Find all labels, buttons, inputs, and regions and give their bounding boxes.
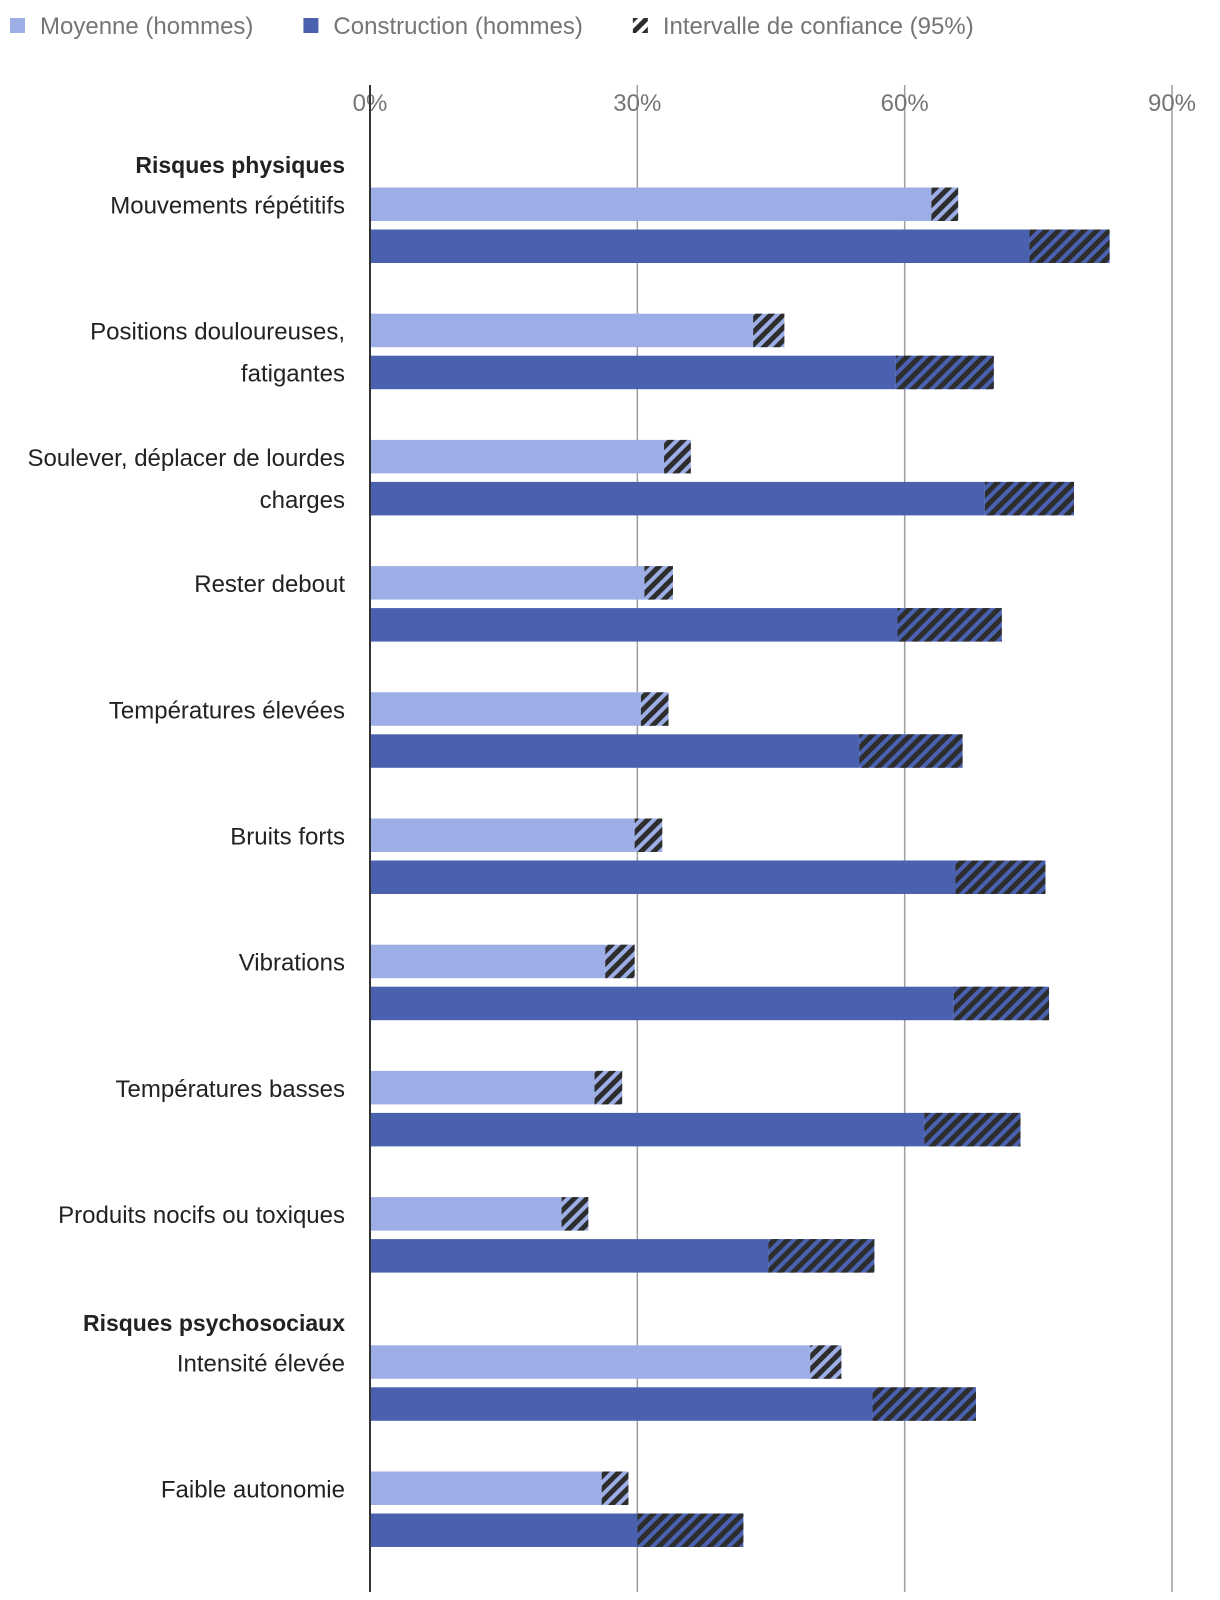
row-label-vibrations: Vibrations bbox=[239, 950, 345, 977]
row-label-rester-debout: Rester debout bbox=[194, 571, 345, 598]
legend-swatch-avg bbox=[10, 18, 25, 33]
positions-douloureuses-fatigantes-construction-bar bbox=[370, 355, 896, 390]
row-label-soulever-deplacer-de-lourdes-charges-2: charges bbox=[260, 487, 345, 514]
row-label-positions-douloureuses-fatigantes-1: Positions douloureuses, bbox=[90, 319, 345, 346]
soulever-deplacer-de-lourdes-charges-moyenne-bar bbox=[370, 439, 665, 474]
rester-debout-construction-bar bbox=[370, 608, 898, 642]
vibrations-construction-bar bbox=[370, 986, 954, 1021]
temperatures-basses-moyenne-bar bbox=[370, 1070, 595, 1105]
temperatures-basses-construction-bar bbox=[370, 1112, 925, 1147]
legend-label-ci: Intervalle de confiance (95%) bbox=[663, 13, 974, 40]
produits-nocifs-ou-toxiques-construction-bar bbox=[370, 1239, 769, 1273]
produits-nocifs-ou-toxiques-construction-ci bbox=[768, 1239, 875, 1273]
row-label-temperatures-basses: Températures basses bbox=[116, 1076, 345, 1103]
row-label-faible-autonomie: Faible autonomie bbox=[161, 1477, 345, 1504]
positions-douloureuses-fatigantes-construction-ci bbox=[895, 355, 994, 390]
produits-nocifs-ou-toxiques-moyenne-bar bbox=[370, 1197, 562, 1231]
legend-label-con: Construction (hommes) bbox=[333, 13, 582, 40]
rester-debout-construction-ci bbox=[897, 608, 1002, 642]
vibrations-moyenne-ci bbox=[605, 944, 635, 979]
x-tick-label-90: 90% bbox=[1148, 90, 1196, 117]
group-label-risques-physiques: Risques physiques bbox=[135, 152, 345, 178]
mouvements-repetitifs-moyenne-ci bbox=[931, 187, 959, 221]
bruits-forts-moyenne-bar bbox=[370, 818, 635, 852]
temperatures-elevees-construction-ci bbox=[859, 734, 963, 768]
positions-douloureuses-fatigantes-moyenne-bar bbox=[370, 313, 754, 348]
bruits-forts-moyenne-ci bbox=[634, 818, 663, 852]
temperatures-basses-moyenne-ci bbox=[594, 1070, 623, 1105]
mouvements-repetitifs-construction-bar bbox=[370, 229, 1030, 263]
faible-autonomie-construction-bar bbox=[370, 1513, 638, 1547]
bars bbox=[370, 187, 1110, 1547]
soulever-deplacer-de-lourdes-charges-construction-ci bbox=[984, 481, 1074, 516]
positions-douloureuses-fatigantes-moyenne-ci bbox=[753, 313, 785, 348]
produits-nocifs-ou-toxiques-moyenne-ci bbox=[561, 1197, 589, 1231]
row-label-positions-douloureuses-fatigantes-2: fatigantes bbox=[241, 361, 345, 388]
temperatures-elevees-moyenne-ci bbox=[640, 692, 669, 726]
row-label-intensite-elevee: Intensité élevée bbox=[177, 1350, 345, 1377]
row-label-temperatures-elevees: Températures élevées bbox=[109, 697, 345, 724]
faible-autonomie-construction-ci bbox=[637, 1513, 744, 1547]
row-label-soulever-deplacer-de-lourdes-charges-1: Soulever, déplacer de lourdes bbox=[27, 445, 345, 472]
rester-debout-moyenne-bar bbox=[370, 566, 645, 600]
faible-autonomie-moyenne-bar bbox=[370, 1471, 602, 1505]
temperatures-elevees-moyenne-bar bbox=[370, 692, 641, 726]
x-tick-label-30: 30% bbox=[613, 90, 661, 117]
bruits-forts-construction-ci bbox=[955, 860, 1046, 894]
bruits-forts-construction-bar bbox=[370, 860, 956, 894]
legend-label-avg: Moyenne (hommes) bbox=[40, 13, 253, 40]
row-label-produits-nocifs-ou-toxiques: Produits nocifs ou toxiques bbox=[58, 1202, 345, 1229]
intensite-elevee-construction-bar bbox=[370, 1387, 873, 1421]
legend-swatch-ci bbox=[632, 18, 648, 33]
temperatures-basses-construction-ci bbox=[924, 1112, 1021, 1147]
legend: Moyenne (hommes) Construction (hommes) Int… bbox=[10, 13, 974, 40]
row-label-mouvements-repetitifs: Mouvements répétitifs bbox=[110, 193, 345, 220]
intensite-elevee-moyenne-ci bbox=[810, 1345, 842, 1379]
soulever-deplacer-de-lourdes-charges-construction-bar bbox=[370, 481, 985, 516]
group-label-risques-psychosociaux: Risques psychosociaux bbox=[83, 1310, 345, 1336]
vibrations-construction-ci bbox=[953, 986, 1050, 1021]
faible-autonomie-moyenne-ci bbox=[601, 1471, 629, 1505]
intensite-elevee-moyenne-bar bbox=[370, 1345, 811, 1379]
vibrations-moyenne-bar bbox=[370, 944, 606, 979]
intensite-elevee-construction-ci bbox=[872, 1387, 976, 1421]
legend-swatch-con bbox=[303, 18, 319, 33]
mouvements-repetitifs-moyenne-bar bbox=[370, 187, 932, 221]
category-labels: Risques physiques Mouvements répétitifs Po… bbox=[27, 152, 345, 1504]
row-label-bruits-forts: Bruits forts bbox=[230, 824, 345, 851]
x-tick-label-60: 60% bbox=[881, 90, 929, 117]
soulever-deplacer-de-lourdes-charges-moyenne-ci bbox=[664, 439, 691, 474]
x-axis-ticks: 0% 30% 60% 90% bbox=[353, 90, 1196, 117]
temperatures-elevees-construction-bar bbox=[370, 734, 860, 768]
rester-debout-moyenne-ci bbox=[644, 566, 673, 600]
mouvements-repetitifs-construction-ci bbox=[1029, 229, 1110, 263]
